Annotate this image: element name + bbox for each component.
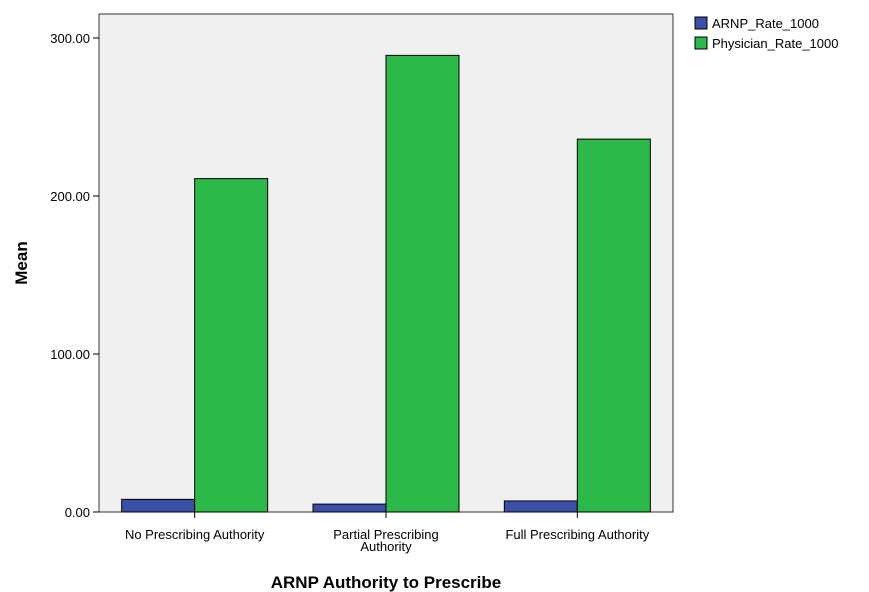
y-tick-label: 300.00: [50, 31, 90, 46]
x-axis: No Prescribing Authority Partial Prescrib…: [125, 512, 650, 554]
bar-arnp-rate-1000-2: [503, 500, 578, 513]
x-tick-label: Authority: [360, 539, 412, 554]
y-axis-title: Mean: [12, 241, 31, 284]
y-tick-label: 100.00: [50, 347, 90, 362]
x-axis-title: ARNP Authority to Prescribe: [271, 573, 502, 592]
legend-swatch: [694, 36, 708, 50]
legend-label: ARNP_Rate_1000: [712, 16, 819, 31]
bar-physician-rate-1000-0: [194, 178, 269, 513]
bar-arnp-rate-1000-0: [121, 498, 196, 513]
y-tick-label: 0.00: [65, 505, 90, 520]
x-tick-label: No Prescribing Authority: [125, 527, 265, 542]
bar-physician-rate-1000-1: [385, 54, 460, 513]
legend: ARNP_Rate_1000 Physician_Rate_1000: [694, 16, 838, 51]
bar-physician-rate-1000-2: [576, 138, 651, 513]
bar-arnp-rate-1000-1: [312, 503, 387, 513]
bars-group: [121, 54, 651, 513]
y-axis: 0.00 100.00 200.00 300.00: [50, 31, 99, 520]
y-tick-label: 200.00: [50, 189, 90, 204]
legend-label: Physician_Rate_1000: [712, 36, 838, 51]
x-tick-label: Full Prescribing Authority: [505, 527, 649, 542]
x-tick-label: Partial Prescribing: [333, 527, 439, 542]
legend-swatch: [694, 16, 708, 30]
